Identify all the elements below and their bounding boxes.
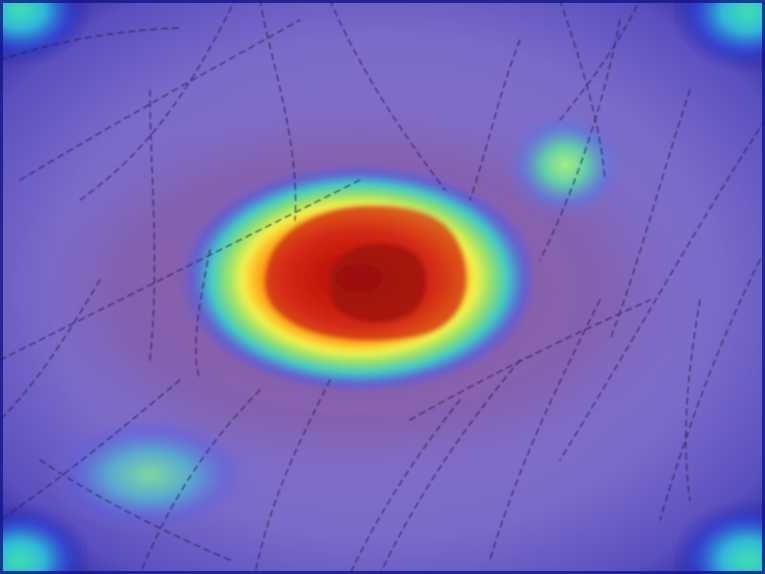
corner-activation-top-right bbox=[673, 0, 765, 70]
corner-activation-bottom-right bbox=[673, 502, 765, 574]
corner-activation-top-left bbox=[0, 0, 90, 65]
hair-strand bbox=[19, 19, 301, 181]
hair-strand bbox=[609, 89, 691, 341]
hair-strand bbox=[259, 0, 297, 221]
hair-strand bbox=[39, 459, 231, 561]
hair-strand bbox=[254, 379, 331, 574]
hair-strand bbox=[349, 399, 461, 574]
primary-activation bbox=[169, 162, 534, 395]
hair-strand bbox=[685, 299, 701, 501]
secondary-activation-upper-right bbox=[503, 110, 627, 220]
hair-strand bbox=[79, 0, 236, 201]
hair-strand bbox=[0, 379, 181, 521]
hair-strand bbox=[379, 359, 521, 574]
corner-activation-bottom-left bbox=[0, 505, 90, 574]
hair-strand bbox=[469, 39, 521, 201]
hair-strand bbox=[659, 259, 761, 521]
hair-strand bbox=[559, 0, 606, 181]
hair-strand bbox=[0, 179, 361, 361]
secondary-activation-lower-left bbox=[45, 415, 255, 535]
hair-strand bbox=[149, 89, 156, 361]
hair-strand bbox=[139, 389, 261, 574]
hair-strand bbox=[409, 299, 651, 421]
hair-strand bbox=[559, 0, 641, 121]
hair-strand bbox=[329, 0, 446, 191]
primary-activation-dark-center bbox=[330, 243, 427, 323]
hair-strand bbox=[539, 19, 621, 261]
hair-strand bbox=[0, 27, 181, 61]
hair-strand bbox=[489, 299, 601, 561]
hair-strand bbox=[195, 249, 211, 381]
hair-strand bbox=[559, 119, 765, 461]
